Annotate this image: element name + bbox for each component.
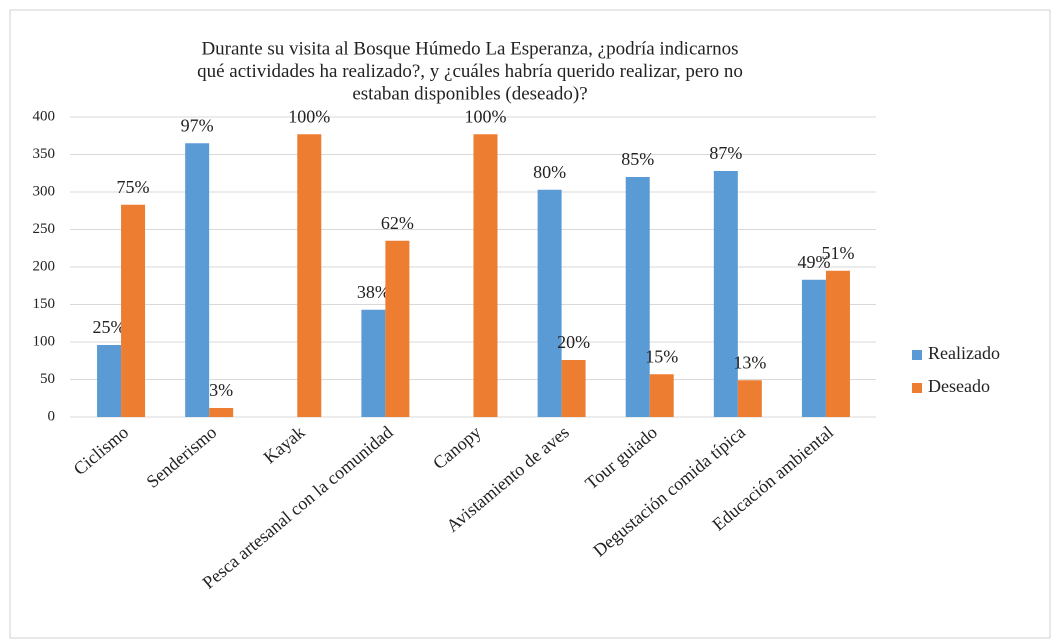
bar (297, 134, 322, 417)
legend-label: Realizado (928, 343, 1000, 363)
y-tick-label: 0 (48, 408, 56, 424)
data-label: 51% (821, 243, 854, 263)
bar (209, 408, 234, 417)
y-tick-label: 350 (33, 146, 56, 162)
bar (737, 380, 762, 417)
legend-label: Deseado (928, 376, 990, 396)
y-tick-label: 400 (33, 108, 56, 124)
bar (361, 309, 386, 417)
y-tick-label: 200 (33, 258, 56, 274)
bar (385, 240, 410, 417)
bar (185, 143, 210, 417)
data-label: 38% (357, 282, 390, 302)
y-tick-label: 150 (33, 296, 56, 312)
data-label: 49% (797, 252, 830, 272)
legend-swatch (912, 383, 922, 393)
chart-frame (9, 9, 1051, 639)
chart-title: estaban disponibles (deseado)? (352, 83, 587, 104)
data-label: 62% (381, 213, 414, 233)
data-label: 80% (533, 162, 566, 182)
bar (825, 270, 850, 417)
bar (713, 171, 738, 417)
data-label: 100% (288, 106, 330, 126)
bar (121, 204, 146, 417)
data-label: 97% (181, 115, 214, 135)
bar (649, 374, 674, 417)
data-label: 100% (465, 106, 507, 126)
bar (97, 345, 122, 417)
legend-swatch (912, 350, 922, 360)
data-label: 3% (209, 380, 233, 400)
y-tick-label: 50 (40, 371, 55, 387)
chart-title: qué actividades ha realizado?, y ¿cuáles… (197, 61, 743, 82)
bar (625, 177, 650, 417)
bar (537, 189, 562, 417)
data-label: 15% (645, 346, 678, 366)
data-label: 85% (621, 149, 654, 169)
bar (561, 360, 586, 417)
data-label: 13% (733, 352, 766, 372)
data-label: 87% (709, 143, 742, 163)
y-tick-label: 250 (33, 221, 56, 237)
y-tick-label: 300 (33, 183, 56, 199)
y-tick-label: 100 (33, 333, 56, 349)
bar (801, 279, 826, 417)
data-label: 25% (93, 317, 126, 337)
data-label: 20% (557, 332, 590, 352)
bar (473, 134, 498, 417)
data-label: 75% (117, 177, 150, 197)
chart-title: Durante su visita al Bosque Húmedo La Es… (201, 38, 738, 59)
